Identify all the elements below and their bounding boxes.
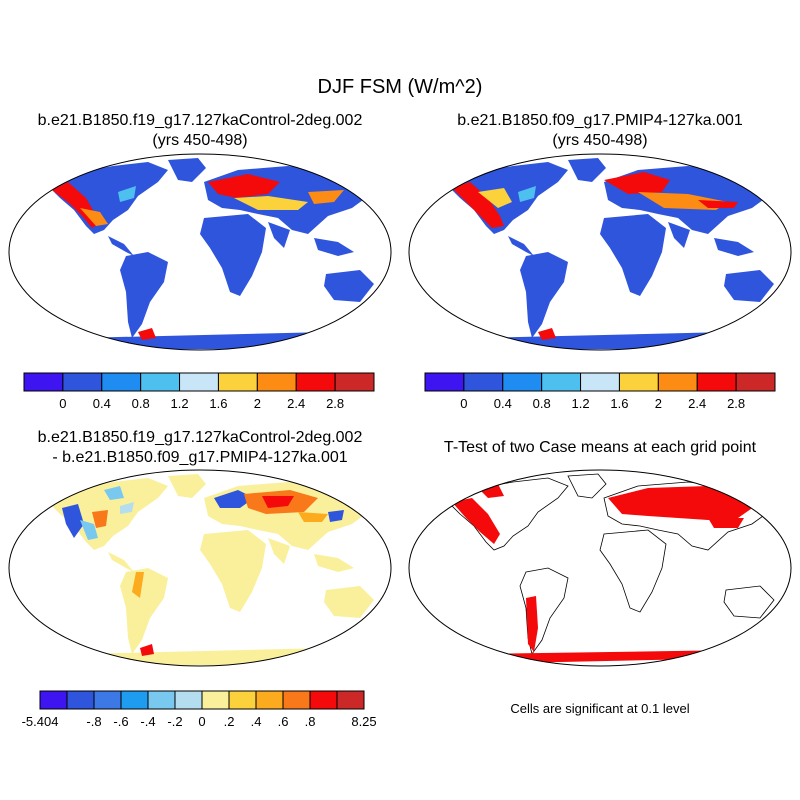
colorbar-swatch <box>39 690 68 710</box>
panel-ttest-title: T-Test of two Case means at each grid po… <box>443 439 757 456</box>
figure-title: DJF FSM (W/m^2) <box>317 76 483 98</box>
land-field-difference <box>9 470 391 666</box>
colorbar-swatch <box>66 690 95 710</box>
colorbar-tick-label: 2.4 <box>287 396 305 411</box>
map-frame <box>8 153 392 351</box>
colorbar-tick-label: .2 <box>224 714 235 729</box>
map-pmip4-case <box>408 153 792 351</box>
colorbar-tick-label: 2.8 <box>326 396 344 411</box>
colorbar-tick-label: 8.25 <box>351 714 376 729</box>
colorbar-swatch <box>657 372 698 392</box>
colorbar-tick-label: 2.4 <box>688 396 706 411</box>
colorbar-swatch <box>282 690 311 710</box>
panel-control-title: b.e21.B1850.f19_g17.127kaControl-2deg.00… <box>37 112 363 129</box>
land-field-pmip4 <box>409 154 791 350</box>
colorbar-swatch <box>696 372 737 392</box>
colorbar-swatch <box>93 690 122 710</box>
panel-control-years: (yrs 450-498) <box>152 132 248 149</box>
colorbar-swatch <box>228 690 257 710</box>
colorbar-tick-label: 2 <box>655 396 662 411</box>
colorbar-tick-label: 0.8 <box>132 396 150 411</box>
colorbar-tick-label: 0 <box>59 396 66 411</box>
significant-cells <box>409 470 791 666</box>
colorbar-swatch <box>256 372 297 392</box>
colorbar-swatch <box>140 372 181 392</box>
colorbar-tick-label: -.8 <box>86 714 101 729</box>
colorbar-swatch <box>255 690 284 710</box>
colorbar-swatch <box>735 372 776 392</box>
colorbar-control: 0 0.4 0.8 1.2 1.6 2 2.4 2.8 <box>23 372 375 411</box>
colorbar-swatch <box>179 372 219 392</box>
colorbar-tick-label: 1.6 <box>209 396 227 411</box>
colorbar-swatch <box>336 690 365 710</box>
colorbar-swatch <box>201 690 230 710</box>
colorbar-tick-label: 1.2 <box>171 396 189 411</box>
colorbar-tick-label: 0 <box>198 714 205 729</box>
colorbar-swatch <box>62 372 103 392</box>
colorbar-swatch <box>424 372 465 392</box>
colorbar-tick-label: 2 <box>254 396 261 411</box>
colorbar-tick-label: 1.2 <box>572 396 590 411</box>
colorbar-swatch <box>217 372 258 392</box>
colorbar-swatch <box>101 372 142 392</box>
panel-pmip4-years: (yrs 450-498) <box>552 132 648 149</box>
colorbar-swatch <box>463 372 504 392</box>
colorbar-swatch <box>334 372 375 392</box>
colorbar-tick-label: .6 <box>278 714 289 729</box>
map-frame <box>408 153 792 351</box>
colorbar-tick-label: 0.4 <box>494 396 512 411</box>
colorbar-tick-label: 0.8 <box>533 396 551 411</box>
colorbar-swatch <box>618 372 659 392</box>
colorbar-tick-label: 2.8 <box>727 396 745 411</box>
panel-difference-title: b.e21.B1850.f19_g17.127kaControl-2deg.00… <box>37 429 363 446</box>
panel-difference-subtitle: - b.e21.B1850.f09_g17.PMIP4-127ka.001 <box>52 449 348 466</box>
colorbar-difference: -5.404 -.8 -.6 -.4 -.2 0 .2 .4 .6 .8 8.25 <box>22 690 377 729</box>
significance-note: Cells are significant at 0.1 level <box>510 701 690 716</box>
colorbar-tick-label: -.2 <box>167 714 182 729</box>
map-ttest-significance <box>408 469 792 667</box>
colorbar-tick-label: .4 <box>251 714 262 729</box>
colorbar-swatch <box>541 372 582 392</box>
colorbar-swatch <box>120 690 149 710</box>
colorbar-swatch <box>502 372 543 392</box>
colorbar-swatch <box>147 690 176 710</box>
colorbar-tick-label: 0 <box>460 396 467 411</box>
colorbar-tick-label: -.4 <box>140 714 155 729</box>
colorbar-swatch <box>580 372 620 392</box>
panel-pmip4-title: b.e21.B1850.f09_g17.PMIP4-127ka.001 <box>457 112 743 129</box>
colorbar-pmip4: 0 0.4 0.8 1.2 1.6 2 2.4 2.8 <box>424 372 776 411</box>
colorbar-swatch <box>23 372 64 392</box>
colorbar-swatch <box>174 690 203 710</box>
colorbar-swatch <box>295 372 336 392</box>
land-field-control <box>9 154 391 350</box>
map-control-case <box>8 153 392 351</box>
colorbar-tick-label: -.6 <box>113 714 128 729</box>
colorbar-tick-label: -5.404 <box>22 714 59 729</box>
colorbar-tick-label: 0.4 <box>93 396 111 411</box>
map-difference <box>8 469 392 667</box>
map-frame <box>408 469 792 667</box>
map-frame <box>8 469 392 667</box>
colorbar-tick-label: 1.6 <box>610 396 628 411</box>
colorbar-swatch <box>309 690 338 710</box>
colorbar-tick-label: .8 <box>305 714 316 729</box>
